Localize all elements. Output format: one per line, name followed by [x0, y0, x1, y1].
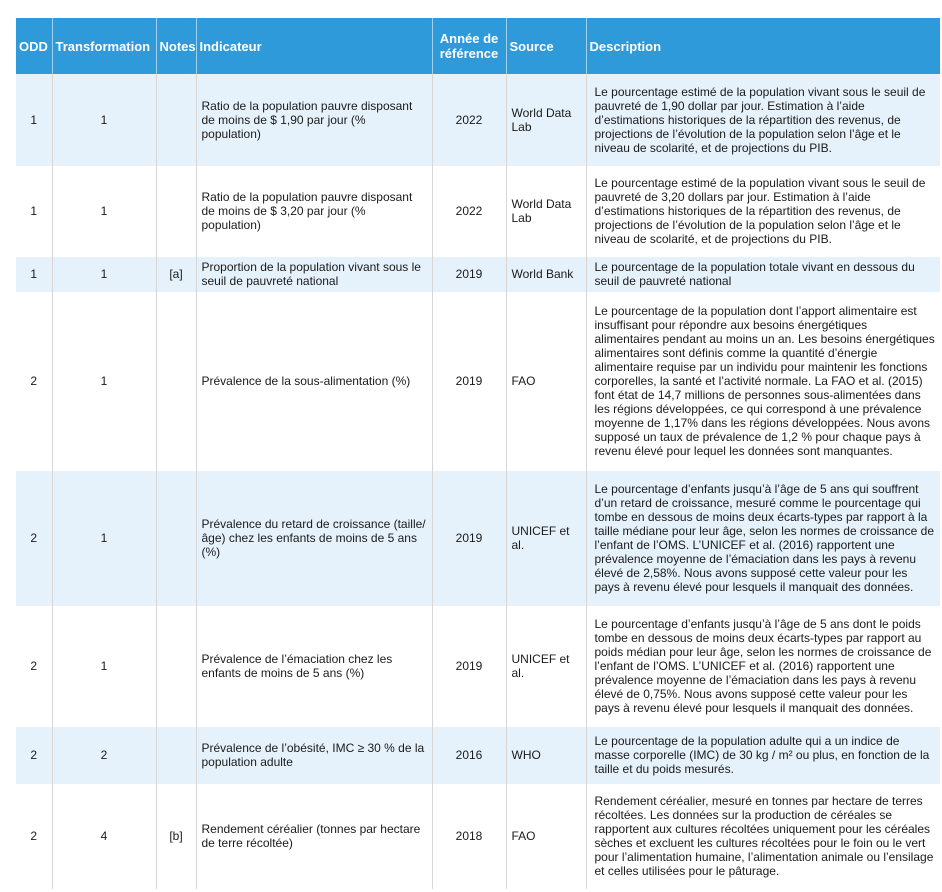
header-transformation: Transformation — [52, 18, 157, 74]
table-row: 2 2 Prévalence de l’obésité, IMC ≥ 30 % … — [16, 726, 940, 784]
table-row: 2 1 Prévalence de la sous-alimentation (… — [16, 292, 940, 470]
cell-notes — [156, 166, 197, 256]
cell-annee: 2019 — [432, 256, 507, 292]
cell-description: Le pourcentage estimé de la population v… — [586, 74, 940, 166]
table-row: 1 1 [a] Proportion de la population viva… — [16, 256, 940, 292]
header-notes: Notes — [156, 18, 197, 74]
cell-description: Rendement céréalier, mesuré en tonnes pa… — [594, 794, 934, 878]
cell-annee: 2022 — [432, 74, 507, 166]
cell-source: FAO — [506, 292, 587, 470]
cell-annee: 2018 — [432, 784, 507, 888]
table-row: 2 4 [b] Rendement céréalier (tonnes par … — [16, 784, 940, 888]
cell-description: Le pourcentage estimé de la population v… — [594, 176, 926, 246]
cell-odd: 2 — [16, 726, 53, 784]
table-row: 1 1 Ratio de la population pauvre dispos… — [16, 74, 940, 166]
cell-source: UNICEF et al. — [506, 606, 587, 726]
cell-source: FAO — [506, 784, 587, 888]
cell-annee: 2016 — [432, 726, 507, 784]
cell-indicateur: Ratio de la population pauvre disposant … — [196, 166, 433, 256]
cell-odd: 1 — [16, 256, 53, 292]
cell-notes: [a] — [156, 256, 197, 292]
header-odd: ODD — [16, 18, 53, 74]
cell-source: World Bank — [506, 256, 587, 292]
cell-indicateur: Ratio de la population pauvre disposant … — [196, 74, 433, 166]
cell-odd: 2 — [16, 470, 53, 606]
cell-odd: 2 — [16, 784, 53, 888]
cell-notes — [156, 74, 197, 166]
indicator-table: ODD Transformation Notes Indicateur Anné… — [16, 18, 940, 889]
cell-indicateur: Proportion de la population vivant sous … — [196, 256, 433, 292]
header-annee: Année de référence — [432, 18, 507, 74]
cell-annee: 2019 — [432, 292, 507, 470]
cell-notes — [156, 292, 197, 470]
table-row: 1 1 Ratio de la population pauvre dispos… — [16, 166, 940, 256]
cell-description: Le pourcentage d’enfants jusqu’à l’âge d… — [586, 470, 940, 606]
cell-transformation: 1 — [52, 166, 157, 256]
cell-transformation: 1 — [52, 606, 157, 726]
cell-odd: 2 — [16, 292, 53, 470]
cell-transformation: 4 — [52, 784, 157, 888]
cell-indicateur: Prévalence de l’obésité, IMC ≥ 30 % de l… — [196, 726, 433, 784]
cell-transformation: 1 — [52, 292, 157, 470]
header-indicateur: Indicateur — [196, 18, 433, 74]
table-row: 2 1 Prévalence de l’émaciation chez les … — [16, 606, 940, 726]
cell-odd: 2 — [16, 606, 53, 726]
cell-annee: 2019 — [432, 470, 507, 606]
cell-annee: 2019 — [432, 606, 507, 726]
cell-description: Le pourcentage de la population totale v… — [586, 256, 940, 292]
cell-notes — [156, 470, 197, 606]
header-source: Source — [506, 18, 587, 74]
cell-transformation: 1 — [52, 470, 157, 606]
cell-notes: [b] — [156, 784, 197, 888]
cell-source: WHO — [506, 726, 587, 784]
cell-description: Le pourcentage de la population adulte q… — [586, 726, 940, 784]
cell-source: World Data Lab — [506, 74, 587, 166]
cell-transformation: 2 — [52, 726, 157, 784]
cell-indicateur: Prévalence du retard de croissance (tail… — [196, 470, 433, 606]
cell-notes — [156, 726, 197, 784]
cell-indicateur: Prévalence de l’émaciation chez les enfa… — [196, 606, 433, 726]
cell-description: Le pourcentage d’enfants jusqu’à l’âge d… — [594, 617, 932, 715]
cell-indicateur: Rendement céréalier (tonnes par hectare … — [196, 784, 433, 888]
cell-description: Le pourcentage de la population dont l’a… — [594, 304, 935, 458]
header-description: Description — [586, 18, 940, 74]
cell-notes — [156, 606, 197, 726]
table-row: 2 1 Prévalence du retard de croissance (… — [16, 470, 940, 606]
cell-annee: 2022 — [432, 166, 507, 256]
cell-indicateur: Prévalence de la sous-alimentation (%) — [196, 292, 433, 470]
cell-source: UNICEF et al. — [506, 470, 587, 606]
cell-transformation: 1 — [52, 256, 157, 292]
cell-transformation: 1 — [52, 74, 157, 166]
cell-odd: 1 — [16, 166, 53, 256]
table-body: 1 1 Ratio de la population pauvre dispos… — [16, 74, 940, 888]
cell-odd: 1 — [16, 74, 53, 166]
cell-source: World Data Lab — [506, 166, 587, 256]
table-header: ODD Transformation Notes Indicateur Anné… — [16, 18, 940, 74]
